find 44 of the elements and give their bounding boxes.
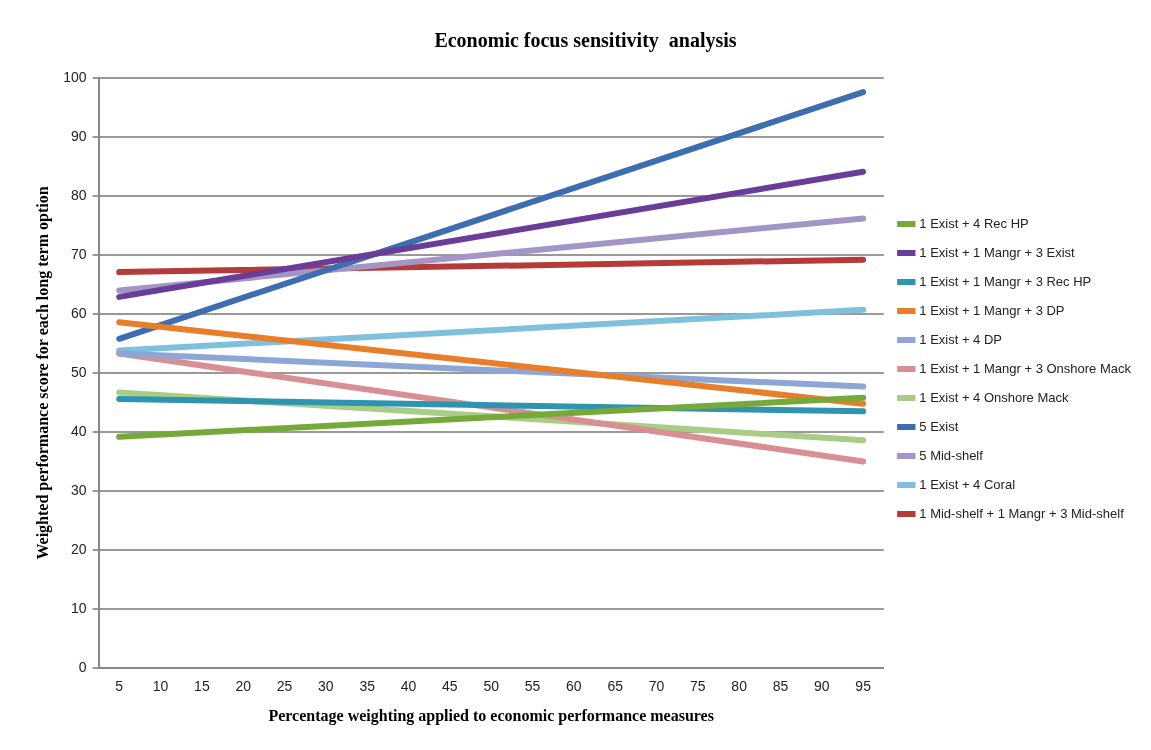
x-tick-label: 80 [731,678,748,695]
y-tick-label: 60 [70,304,87,321]
x-tick-label: 5 [115,678,124,695]
legend-label: 1 Exist + 1 Mangr + 3 DP [919,302,1065,318]
legend-label: 1 Exist + 4 DP [919,331,1003,347]
legend-label: 1 Mid-shelf + 1 Mangr + 3 Mid-shelf [919,505,1125,521]
legend-label: 1 Exist + 1 Mangr + 3 Rec HP [919,273,1092,289]
y-tick-label: 20 [70,540,87,557]
x-axis-title: Percentage weighting applied to economic performance measures [268,706,714,725]
y-tick-label: 80 [70,186,87,203]
y-tick-label: 10 [70,599,87,616]
chart-title: Economic focus sensitivity analysis [434,29,737,53]
x-tick-label: 55 [524,678,541,695]
legend-label: 1 Exist + 4 Onshore Mack [919,389,1069,405]
legend-label: 1 Exist + 4 Rec HP [919,215,1029,231]
y-axis-title: Weighted performance score for each long term option [33,186,52,560]
x-tick-label: 20 [235,678,252,695]
legend-label: 5 Exist [919,418,959,434]
legend-label: 1 Exist + 1 Mangr + 3 Exist [919,244,1076,260]
y-tick-label: 40 [70,422,87,439]
legend-label: 5 Mid-shelf [919,447,984,463]
x-tick-label: 70 [648,678,665,695]
y-tick-label: 90 [70,127,87,144]
y-tick-label: 100 [63,68,87,85]
x-tick-label: 10 [152,678,169,695]
x-tick-label: 15 [194,678,210,695]
x-tick-label: 45 [442,678,458,695]
x-tick-label: 50 [483,678,500,695]
legend-label: 1 Exist + 1 Mangr + 3 Onshore Mack [919,360,1132,376]
x-tick-label: 95 [855,678,872,695]
x-tick-label: 65 [607,678,624,695]
x-tick-label: 75 [690,678,706,695]
legend-label: 1 Exist + 4 Coral [919,476,1016,492]
x-tick-label: 35 [359,678,376,695]
x-tick-label: 90 [814,678,830,695]
x-tick-label: 60 [566,678,582,695]
y-tick-label: 30 [70,481,87,498]
y-tick-label: 0 [78,658,87,675]
y-tick-label: 70 [70,245,87,262]
x-tick-label: 85 [772,678,789,695]
x-tick-label: 40 [400,678,417,695]
y-tick-label: 50 [70,363,87,380]
x-tick-label: 30 [318,678,334,695]
x-tick-label: 25 [276,678,293,695]
